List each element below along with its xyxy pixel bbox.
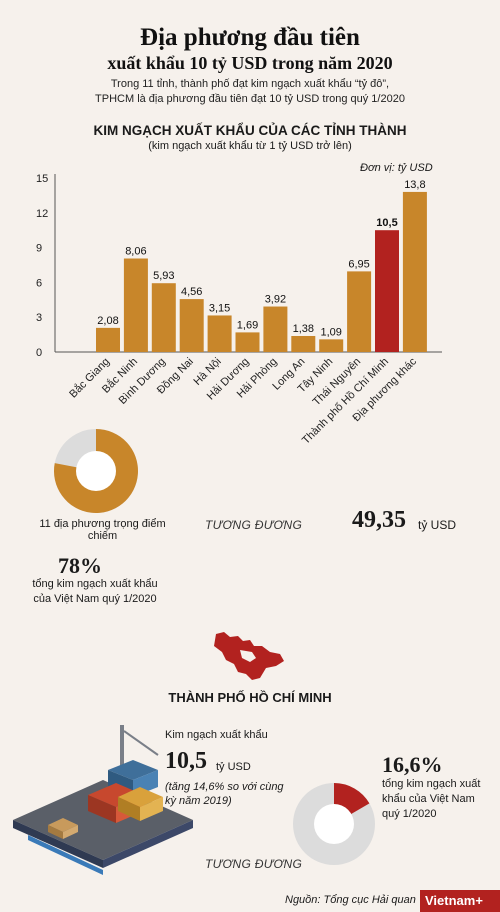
main-subtitle: xuất khẩu 10 tỷ USD trong năm 2020 [107,53,393,73]
bar-value-label: 2,08 [97,315,118,327]
total-unit: tỷ USD [418,518,457,532]
hcm-export-label: Kim ngạch xuất khẩu [165,729,268,741]
hcm-growth: (tăng 14,6% so với cùng kỳ năm 2019) [165,781,284,808]
hcm-export-value: 10,5 [165,748,207,774]
bar [151,283,176,352]
bar [319,339,344,352]
bar-value-label: 3,15 [209,302,230,314]
port-illustration [13,725,193,875]
bar-value-label: 8,06 [125,246,146,258]
description-line-2: TPHCM là địa phương đầu tiên đạt 10 tỷ U… [95,93,405,105]
share-percent: 78% [58,553,102,578]
bar-value-label: 1,38 [293,323,314,335]
bar [123,258,148,352]
bar-value-label: 6,95 [348,258,369,270]
hcm-percent: 16,6% [382,752,443,777]
main-title: Địa phương đầu tiên [140,24,360,51]
y-tick-label: 12 [36,208,48,220]
bar-value-label: 1,69 [237,319,258,331]
bar-value-label: 13,8 [404,179,425,191]
bar [375,230,399,352]
chart-title: KIM NGẠCH XUẤT KHẨU CỦA CÁC TỈNH THÀNH [93,123,407,138]
y-tick-label: 6 [36,277,42,289]
share-caption: 11 địa phương trọng điểm chiếm [39,518,166,542]
source: Nguồn: Tổng cục Hải quan [285,894,416,906]
chart-unit: Đơn vị: tỷ USD [360,162,433,174]
share-percent-desc: tổng kim ngạch xuất khẩu của Việt Nam qu… [32,578,158,606]
bar-value-label: 10,5 [376,217,397,229]
hcm-equivalent-label: TƯƠNG ĐƯƠNG [205,857,303,871]
share-pie-78 [53,429,138,513]
vietnamplus-logo: Vietnam+ [420,890,500,912]
hcm-map-icon [214,632,284,680]
hcm-percent-desc: tổng kim ngạch xuất khẩu của Việt Nam qu… [382,778,481,820]
hcm-title: THÀNH PHỐ HỒ CHÍ MINH [168,690,332,705]
y-tick-label: 15 [36,173,48,185]
bar [96,327,120,352]
y-tick-label: 3 [36,312,42,324]
bar [263,306,288,352]
y-tick-label: 9 [36,243,42,255]
bar-value-label: 4,56 [181,286,202,298]
bar [207,315,232,352]
description-line-1: Trong 11 tỉnh, thành phố đạt kim ngạch x… [110,78,390,90]
bar-value-label: 5,93 [153,270,174,282]
total-value: 49,35 [352,507,406,533]
bar [179,299,204,352]
bar-value-label: 3,92 [265,294,286,306]
bar [347,271,372,352]
bar [235,332,260,352]
equivalent-label: TƯƠNG ĐƯƠNG [205,518,303,532]
chart-subtitle: (kim ngạch xuất khẩu từ 1 tỷ USD trở lên… [148,140,352,152]
hcm-share-pie [293,783,375,865]
y-tick-label: 0 [36,347,42,359]
bar-value-label: 1,09 [320,326,341,338]
bar [291,335,316,352]
hcm-export-unit: tỷ USD [216,761,251,773]
bar [402,191,427,352]
